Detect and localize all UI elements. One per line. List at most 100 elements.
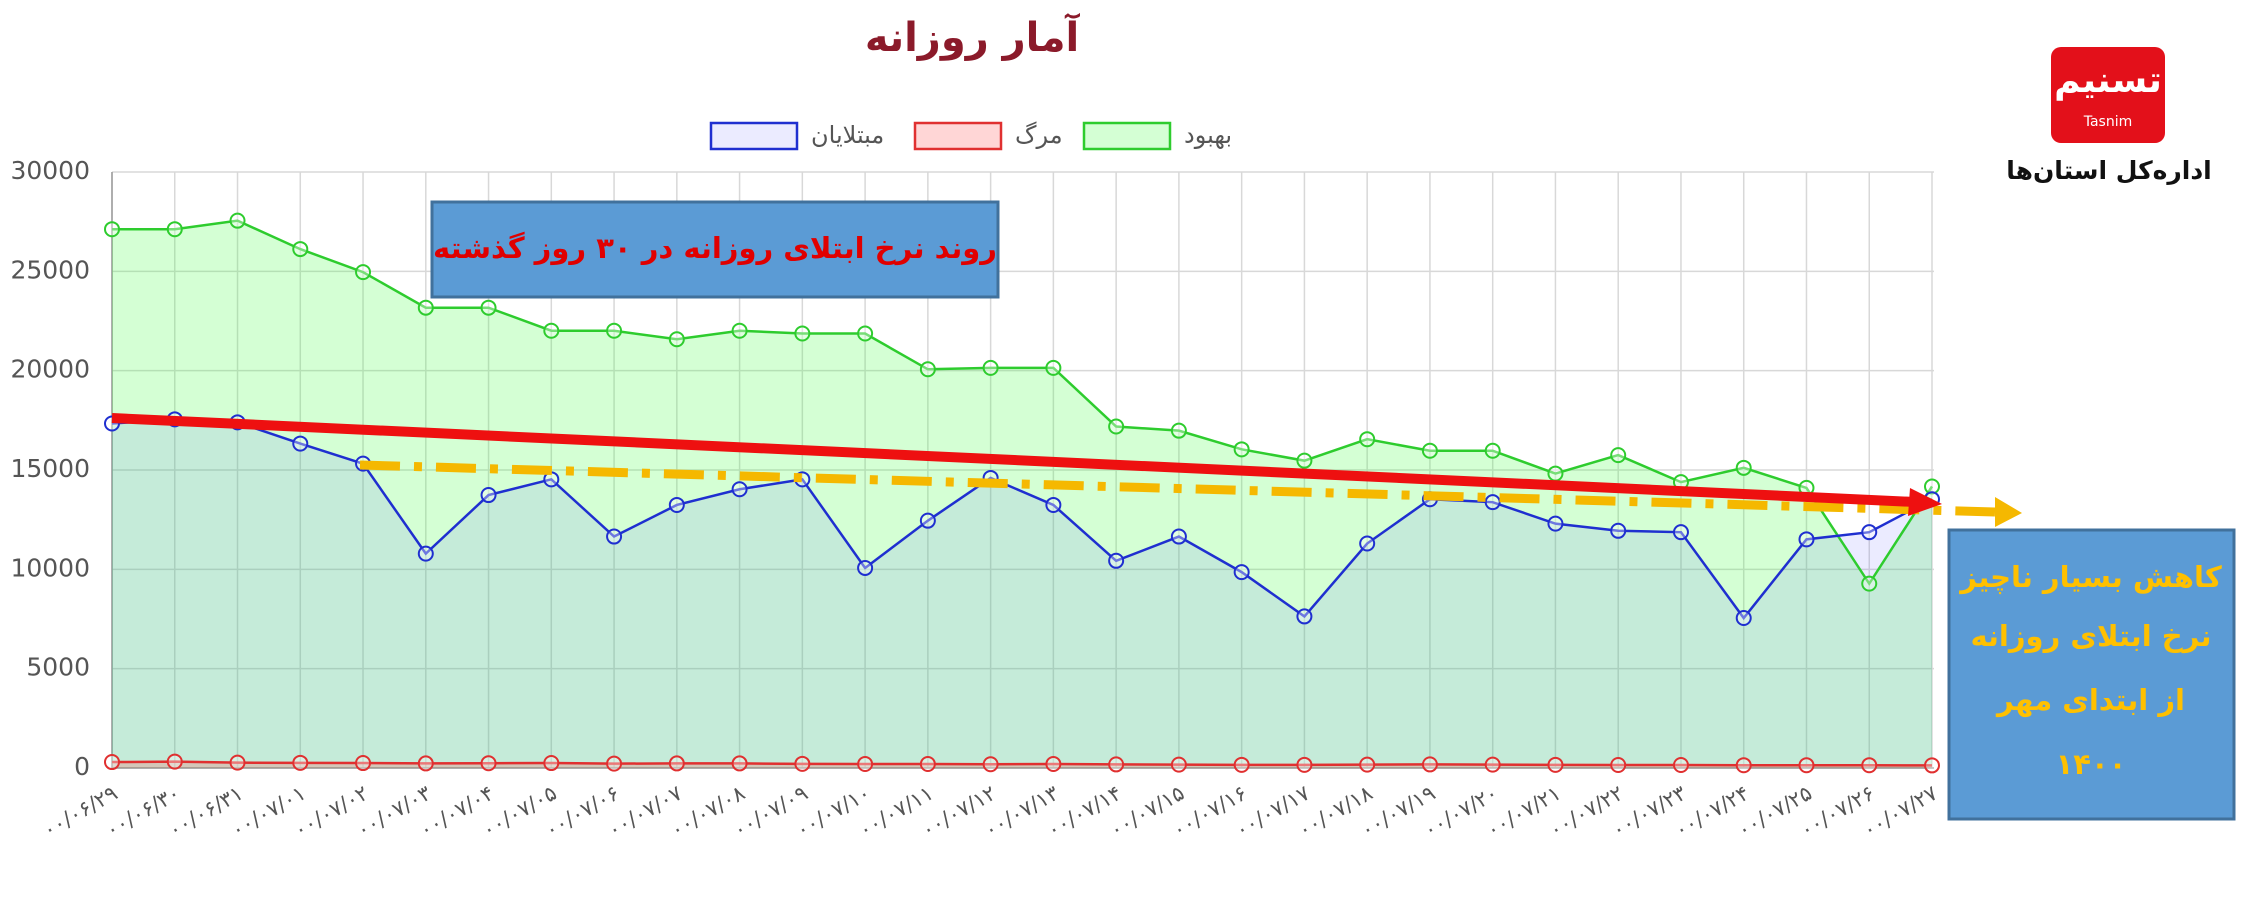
y-tick-label: 10000	[10, 553, 90, 582]
point	[794, 325, 811, 342]
point	[1735, 757, 1752, 774]
point	[480, 755, 497, 772]
point	[355, 755, 372, 772]
point	[1484, 442, 1501, 459]
point	[794, 755, 811, 772]
point	[731, 322, 748, 339]
plot: 050001000015000200002500030000۰۰/۰۶/۲۹۰۰…	[10, 156, 1941, 842]
point	[1798, 531, 1815, 548]
logo-subtext: Tasnim	[2083, 114, 2133, 130]
point	[606, 528, 623, 545]
logo-text: تسنیم	[2054, 60, 2162, 101]
y-tick-label: 20000	[10, 355, 90, 384]
y-tick-label: 0	[74, 752, 90, 781]
point	[1861, 757, 1878, 774]
agency-label: اداره‌کل استان‌ها	[2006, 156, 2211, 185]
point	[1170, 756, 1187, 773]
point	[1735, 459, 1752, 476]
series-line	[112, 219, 1934, 586]
point	[1233, 564, 1250, 581]
point	[606, 322, 623, 339]
note-box	[1947, 528, 2236, 821]
legend-label: مبتلایان	[811, 121, 884, 149]
point	[1233, 756, 1250, 773]
point	[919, 512, 936, 529]
point	[1045, 359, 1062, 376]
note-line: نرخ ابتلای روزانه	[1970, 619, 2211, 653]
point	[417, 299, 434, 316]
point	[1861, 575, 1878, 592]
point	[1610, 757, 1627, 774]
arrow-head	[1995, 497, 2022, 527]
point	[919, 756, 936, 773]
series-line	[111, 418, 1933, 621]
legend-label: مرگ	[1015, 121, 1063, 149]
note-line: از ابتدای مهر	[1995, 683, 2185, 717]
point	[1547, 756, 1564, 773]
point	[1108, 418, 1125, 435]
point	[1045, 496, 1062, 513]
point	[1170, 422, 1187, 439]
y-tick-label: 25000	[10, 255, 90, 284]
note: کاهش بسیار ناچیز نرخ ابتلای روزانه از ابتد…	[1958, 560, 2222, 781]
trend-line	[111, 413, 1916, 507]
area-fill	[112, 220, 1932, 768]
point	[606, 755, 623, 772]
y-tick-label: 30000	[10, 156, 90, 185]
point	[668, 755, 685, 772]
point	[1359, 431, 1376, 448]
chart-title: آمار روزانه	[865, 12, 1081, 61]
y-tick-label: 15000	[10, 454, 90, 483]
annotation: روند نرخ ابتلای روزانه در ۳۰ روز گذشته	[433, 231, 997, 265]
point	[417, 545, 434, 562]
point	[229, 212, 246, 229]
point	[1296, 452, 1313, 469]
point	[857, 756, 874, 773]
point	[1610, 522, 1627, 539]
point	[104, 221, 120, 238]
point	[1547, 465, 1564, 482]
point	[1296, 608, 1313, 625]
arrow-head	[1908, 488, 1942, 516]
point	[1484, 756, 1501, 773]
point	[982, 359, 999, 376]
legend-swatch	[709, 121, 799, 151]
point	[292, 754, 309, 771]
point	[668, 496, 685, 513]
point	[982, 756, 999, 773]
point	[292, 435, 309, 452]
point	[166, 221, 183, 238]
point	[857, 559, 874, 576]
point	[1672, 757, 1689, 774]
point	[1421, 442, 1438, 459]
point	[480, 299, 497, 316]
area-fill	[112, 419, 1932, 768]
point	[480, 487, 497, 504]
point	[1547, 515, 1564, 532]
point	[1108, 756, 1125, 773]
legend-swatch	[913, 121, 1003, 151]
logo	[2051, 47, 2165, 143]
trend-dashed	[359, 460, 1996, 517]
point	[1296, 756, 1313, 773]
point	[1484, 494, 1501, 511]
point	[1045, 756, 1062, 773]
point	[731, 755, 748, 772]
point	[1735, 610, 1752, 627]
point	[1924, 478, 1940, 495]
point	[919, 361, 936, 378]
point	[668, 331, 685, 348]
note-line: ۱۴۰۰	[2056, 747, 2127, 781]
note-line: کاهش بسیار ناچیز	[1958, 560, 2222, 595]
point	[229, 754, 246, 771]
series-line	[111, 760, 1933, 767]
point	[1798, 757, 1815, 774]
point	[1108, 552, 1125, 569]
legend-swatch	[1082, 121, 1172, 151]
y-tick-label: 5000	[26, 653, 90, 682]
point	[543, 755, 560, 772]
point	[417, 755, 434, 772]
point	[857, 325, 874, 342]
point	[731, 481, 748, 498]
